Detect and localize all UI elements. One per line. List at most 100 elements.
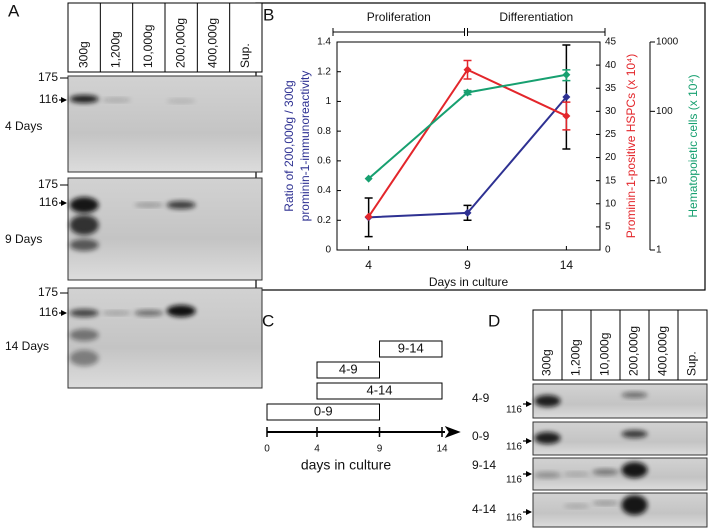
timeline-tick-label: 4 [314, 444, 320, 455]
band [69, 309, 99, 317]
series-line [368, 96, 568, 219]
marker-label: 116 [506, 442, 522, 453]
band [621, 430, 648, 438]
y-tick-label: 0.4 [317, 185, 331, 196]
y2-tick-label: 35 [605, 83, 617, 94]
band [134, 310, 164, 316]
arrow-head [526, 401, 532, 407]
y2-tick-label: 15 [605, 175, 617, 186]
interval-box [379, 340, 443, 358]
timeline-tick-label: 14 [436, 444, 448, 455]
blot-image [532, 383, 708, 419]
y3-tick-label: 10 [656, 175, 668, 186]
plot-frame [336, 41, 601, 251]
lane-label: Sup. [238, 43, 252, 68]
y-tick-label: 0.6 [317, 155, 331, 166]
y-tick-label: 1.4 [317, 37, 331, 48]
band [69, 329, 99, 341]
panel-label: B [263, 5, 274, 24]
data-point [463, 88, 472, 97]
phase-bracket [332, 28, 466, 36]
row-label: 9-14 [472, 458, 496, 472]
blot-image [67, 287, 263, 389]
marker-label: 175 [38, 70, 58, 84]
marker-label: 116 [39, 305, 58, 319]
data-point [364, 212, 373, 221]
lane-label: 400,000g [206, 18, 220, 68]
arrow-head [526, 438, 532, 444]
x-tick-label: 14 [560, 258, 574, 272]
band [563, 472, 590, 476]
x-tick-label: 4 [365, 258, 372, 272]
lane-label: 200,000g [173, 18, 187, 68]
y-tick-label: 0.2 [317, 215, 331, 226]
y-axis-title: Prominin-1-positive HSPCs (x 10⁴) [624, 54, 638, 239]
y-tick-label: 1 [325, 96, 331, 107]
marker-label: 175 [38, 285, 58, 299]
interval-label: 4-9 [339, 361, 358, 376]
band [621, 462, 648, 478]
band [534, 432, 561, 444]
arrow-head [526, 509, 532, 515]
band [69, 239, 99, 251]
y-tick-label: 1.2 [317, 66, 331, 77]
arrow-head [61, 200, 67, 206]
band [534, 472, 561, 478]
band [69, 215, 99, 235]
panel-label: C [262, 311, 274, 330]
band [563, 504, 590, 508]
data-point [562, 92, 571, 101]
marker-label: 116 [506, 513, 522, 524]
arrow-head [61, 310, 67, 316]
annotation: Differentiation [499, 10, 573, 24]
marker-label: 116 [39, 195, 58, 209]
data-point [364, 174, 373, 183]
lane-label: 300g [540, 349, 554, 376]
y-axis-title: Ratio of 200,000g / 300g [282, 80, 296, 211]
lane-label: 400,000g [656, 326, 670, 376]
y3-tick-label: 100 [656, 106, 673, 117]
timeline-title: days in culture [301, 457, 391, 473]
interval-box [316, 382, 443, 400]
y2-tick-label: 5 [605, 222, 611, 233]
arrow-head [61, 97, 67, 103]
lane-label: 200,000g [627, 326, 641, 376]
row-label: 9 Days [5, 232, 42, 246]
lane-label: 10,000g [598, 333, 612, 376]
band [166, 99, 196, 103]
band [621, 495, 648, 515]
x-tick-label: 9 [464, 258, 471, 272]
y2-tick-label: 45 [605, 37, 617, 48]
band [534, 395, 561, 407]
annotation: Proliferation [367, 10, 431, 24]
data-point [463, 65, 472, 74]
timeline-tick-label: 9 [377, 444, 383, 455]
panel-label: D [488, 311, 500, 330]
row-label: 0-9 [472, 429, 490, 443]
blot-image [532, 457, 708, 491]
y-tick-label: 0.8 [317, 126, 331, 137]
y2-tick-label: 25 [605, 129, 617, 140]
band [592, 501, 619, 505]
band [69, 197, 99, 213]
interval-label: 0-9 [314, 403, 333, 418]
phase-bracket [467, 28, 606, 36]
band [101, 311, 132, 315]
y3-tick-label: 1 [656, 245, 662, 256]
band [101, 98, 132, 102]
lane-label: 1,200g [569, 339, 583, 376]
y-tick-label: 0 [325, 245, 331, 256]
panel-label: A [8, 1, 20, 20]
blot-image [67, 75, 263, 173]
band [69, 95, 99, 103]
row-label: 4-9 [472, 391, 490, 405]
interval-box [266, 403, 380, 421]
y-axis-title: Hematopoietic cells (x 10⁴) [686, 74, 700, 217]
band [166, 201, 196, 209]
blot-image [532, 421, 708, 456]
blot-image [67, 177, 263, 281]
y2-tick-label: 10 [605, 198, 617, 209]
band [621, 392, 648, 398]
row-label: 4-14 [472, 502, 496, 516]
